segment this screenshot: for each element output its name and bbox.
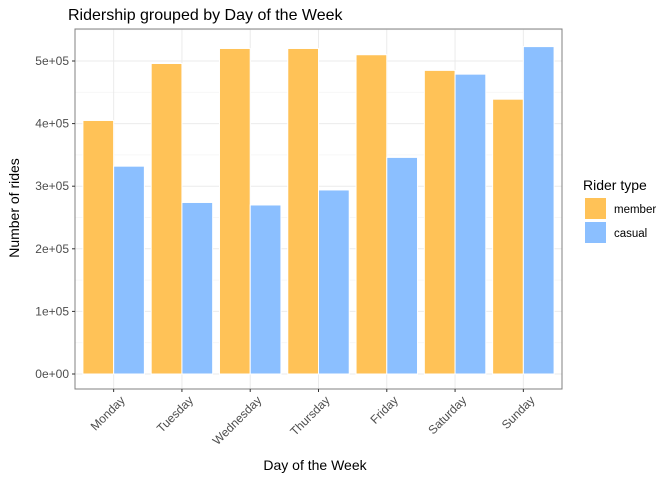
bar-member-saturday	[423, 69, 456, 375]
x-tick-label: Thursday	[287, 393, 332, 438]
bar-casual-wednesday	[249, 204, 282, 375]
plot-panel	[74, 28, 563, 390]
y-tick-label: 4e+05	[35, 117, 69, 131]
x-tick-label: Monday	[88, 393, 128, 433]
legend-title: Rider type	[583, 177, 647, 193]
legend: Rider type member casual	[583, 177, 656, 243]
bar-member-thursday	[287, 47, 319, 375]
bar-casual-friday	[386, 156, 419, 375]
legend-key-casual	[585, 222, 606, 243]
chart-title: Ridership grouped by Day of the Week	[68, 7, 344, 24]
bar-casual-thursday	[318, 189, 350, 375]
x-tick-label: Friday	[367, 393, 400, 426]
x-tick-label: Saturday	[425, 393, 469, 437]
legend-label-member: member	[614, 204, 656, 216]
legend-key-member	[585, 198, 606, 219]
bars	[82, 46, 555, 375]
y-axis-label: Number of rides	[6, 158, 22, 258]
bar-member-sunday	[492, 98, 524, 375]
bar-member-wednesday	[218, 47, 251, 375]
bar-casual-sunday	[522, 46, 555, 375]
bar-member-tuesday	[150, 63, 183, 375]
bar-casual-saturday	[454, 73, 487, 375]
bar-casual-tuesday	[181, 201, 214, 375]
y-tick-label: 3e+05	[35, 179, 69, 193]
x-axis-label: Day of the Week	[263, 457, 367, 473]
x-tick-label: Sunday	[499, 393, 538, 432]
y-tick-label: 1e+05	[35, 304, 69, 318]
bar-member-monday	[82, 119, 115, 375]
x-tick-label: Wednesday	[210, 393, 265, 448]
bar-member-friday	[355, 54, 388, 375]
bar-casual-monday	[113, 165, 145, 375]
y-axis: 0e+00 1e+05 2e+05 3e+05 4e+05 5e+05	[35, 54, 75, 381]
x-tick-label: Tuesday	[154, 393, 196, 435]
legend-label-casual: casual	[614, 228, 647, 240]
y-tick-label: 0e+00	[35, 367, 69, 381]
x-axis: Monday Tuesday Wednesday Thursday Friday Satu…	[88, 389, 538, 448]
y-tick-label: 5e+05	[35, 54, 69, 68]
y-tick-label: 2e+05	[35, 242, 69, 256]
